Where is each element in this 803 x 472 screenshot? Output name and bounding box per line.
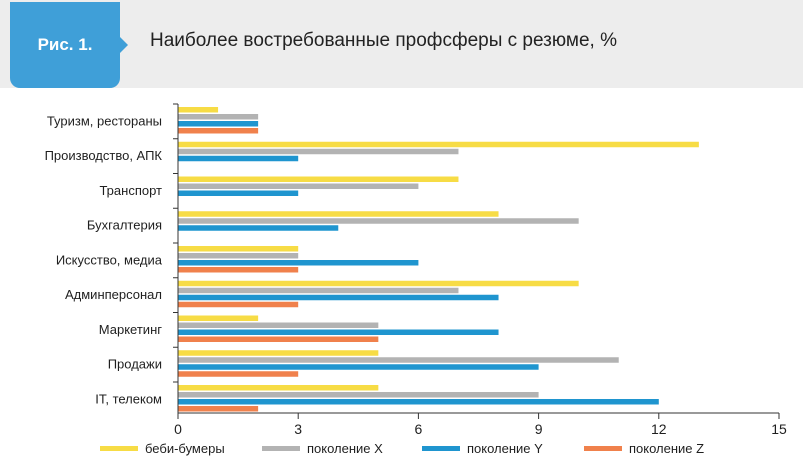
bar [178,107,219,113]
bar [178,392,539,398]
bar [178,176,459,182]
x-tick-label: 15 [771,421,787,437]
bar [178,128,259,134]
badge-arrow-icon [120,37,128,53]
bar [178,287,459,294]
bar [178,385,379,391]
bar [178,301,299,308]
figure-badge [10,2,120,88]
figure-label: Рис. 1. [37,35,93,54]
bar [178,406,259,412]
legend-swatch [422,446,460,451]
x-tick-label: 9 [535,421,543,437]
bar [178,155,299,162]
legend-swatch [262,446,300,451]
bar [178,371,299,377]
bar [178,148,459,155]
bar [178,225,339,231]
bar [178,183,419,189]
x-tick-label: 6 [415,421,423,437]
category-label: Админперсонал [65,287,162,302]
bar [178,121,259,127]
bar [178,141,699,148]
category-label: IT, телеком [95,391,162,406]
bar [178,211,499,217]
bar [178,294,499,301]
category-label: Производство, АПК [45,148,163,163]
bar-chart: Туризм, рестораны Производство, АПК Трансп… [45,103,787,456]
figure-header: Рис. 1. Наиболее востребованные профсфер… [0,0,803,88]
bar [178,114,259,120]
bar [178,253,299,259]
category-label: Транспорт [99,183,162,198]
bar [178,350,379,356]
category-label: Туризм, рестораны [47,113,162,128]
bar [178,280,579,287]
category-label: Маркетинг [99,322,162,337]
category-label: Бухгалтерия [87,218,162,233]
bar [178,399,659,405]
category-label: Искусство, медиа [56,252,163,267]
x-tick-label: 3 [294,421,302,437]
legend-label: поколение Y [467,441,543,456]
bar [178,190,299,196]
legend-label: поколение Z [629,441,704,456]
bar [178,267,299,273]
bar [178,246,299,252]
bar [178,364,539,370]
bar [178,260,419,266]
bar [178,329,499,335]
chart-title: Наиболее востребованные профсферы с резю… [150,30,617,51]
bar [178,336,379,342]
category-label: Продажи [108,357,162,372]
bar [178,322,379,328]
x-tick-label: 0 [174,421,182,437]
legend-swatch [584,446,622,451]
bar [178,315,259,321]
legend-swatch [100,446,138,451]
legend-label: беби-бумеры [145,441,225,456]
x-tick-label: 12 [651,421,667,437]
bar [178,357,619,363]
legend-label: поколение X [307,441,383,456]
bar [178,218,579,224]
